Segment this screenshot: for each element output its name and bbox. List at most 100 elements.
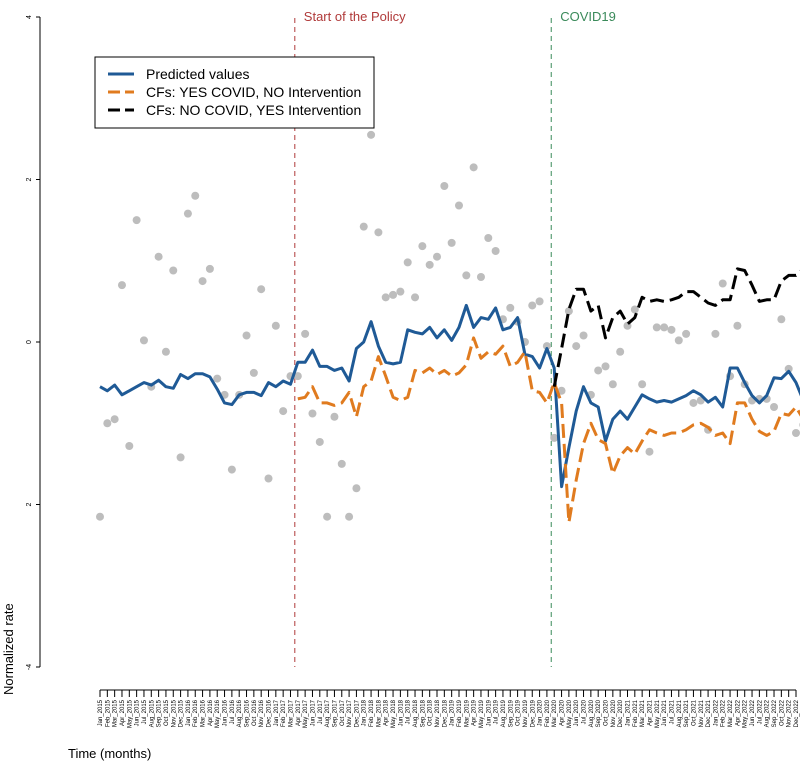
x-tick-label: May_2020 [567,699,573,728]
y-axis-label: Normalized rate [1,603,16,695]
observed-point [550,433,559,442]
observed-point [389,290,398,299]
x-tick-label: Oct_2019 [516,699,522,726]
observed-point [733,321,742,330]
x-tick-label: Sep_2022 [772,699,778,727]
observed-point [682,329,691,338]
x-tick-label: Aug_2018 [413,699,419,727]
x-tick-label: May_2016 [215,699,221,728]
observed-point [469,163,478,172]
observed-point [96,512,104,521]
x-tick-label: Mar_2021 [640,699,646,727]
observed-point [440,182,449,190]
x-tick-label: Jul_2018 [406,699,412,724]
observed-point [594,366,603,375]
x-tick-label: Jun_2022 [750,699,756,726]
x-tick-label: Mar_2018 [376,699,382,727]
x-tick-label: Jan_2017 [274,699,280,726]
x-tick-label: Oct_2020 [604,699,610,726]
x-tick-label: Nov_2017 [347,699,353,727]
observed-point [491,247,500,255]
x-tick-label: Jun_2021 [662,699,668,726]
observed-point [601,362,610,371]
observed-point [425,260,434,269]
observed-point [718,279,727,288]
x-tick-label: Sep_2016 [245,699,251,727]
x-tick-label: May_2017 [303,699,309,728]
series-line-0 [99,303,800,489]
observed-point [433,252,442,261]
observed-point [227,465,236,474]
x-tick-label: Apr_2018 [384,699,390,726]
y-tick-label: 2 [26,502,33,506]
observed-point [454,201,463,210]
observed-point [308,409,317,418]
x-tick-label: Nov_2016 [259,699,265,727]
observed-point [770,403,779,411]
x-tick-label: Dec_2017 [354,699,360,727]
x-tick-label: Sep_2018 [420,699,426,727]
x-tick-label: Feb_2021 [633,699,639,727]
x-tick-label: Feb_2016 [193,699,199,727]
observed-point [117,281,126,290]
x-tick-label: Dec_2015 [179,699,185,727]
observed-point [689,398,698,407]
x-tick-label: Jan_2021 [625,699,631,726]
x-tick-label: May_2015 [127,699,133,728]
observed-point [711,329,720,338]
x-tick-label: Mar_2016 [201,699,207,727]
x-tick-label: Dec_2019 [530,699,536,727]
observed-point [345,512,354,521]
observed-point [579,331,588,340]
x-tick-label: Aug_2017 [325,699,331,727]
y-tick-label: 0 [26,340,33,344]
observed-point [476,273,485,281]
legend-label-nocovid-intervention: CFs: NO COVID, YES Intervention [146,102,361,118]
x-tick-label: Oct_2022 [779,699,785,726]
legend-label-predicted: Predicted values [146,66,250,82]
observed-point [301,329,310,338]
x-tick-label: Apr_2022 [735,699,741,726]
x-tick-label: Feb_2020 [545,699,551,727]
x-tick-label: Jun_2018 [398,699,404,726]
x-tick-label: Jun_2017 [310,699,316,726]
x-tick-label: Apr_2015 [120,699,126,726]
observed-point [264,474,273,483]
x-tick-label: May_2018 [391,699,397,728]
observed-point [139,336,148,345]
observed-point [154,252,163,261]
observed-point [535,297,544,306]
x-tick-label: Oct_2017 [340,699,346,726]
observed-point [330,412,339,421]
x-tick-label: Jun_2020 [574,699,580,726]
observed-point [564,307,573,316]
observed-point [572,342,581,351]
observed-point [660,323,669,332]
x-tick-label: Jul_2020 [582,699,588,724]
x-tick-label: Mar_2020 [552,699,558,727]
series-line-2 [552,267,800,387]
observed-point [411,293,420,302]
observed-point [367,130,376,139]
observed-point [674,336,683,345]
observed-point [293,372,302,381]
observed-point [249,368,258,377]
observed-point [528,301,537,310]
x-tick-label: Jul_2022 [757,699,763,724]
x-tick-label: Apr_2021 [647,699,653,726]
observed-point [506,303,515,312]
x-tick-label: Nov_2021 [699,699,705,727]
x-tick-label: Jun_2016 [223,699,229,726]
x-tick-label: Aug_2022 [765,699,771,727]
x-tick-label: Oct_2021 [691,699,697,726]
x-tick-label: Feb_2017 [281,699,287,727]
x-tick-label: Apr_2019 [472,699,478,726]
x-tick-label: Jul_2016 [230,699,236,724]
x-tick-label: Jul_2015 [142,699,148,724]
x-tick-label: Dec_2020 [618,699,624,727]
x-tick-label: Oct_2018 [428,699,434,726]
observed-point [161,347,170,356]
observed-point [557,386,566,395]
